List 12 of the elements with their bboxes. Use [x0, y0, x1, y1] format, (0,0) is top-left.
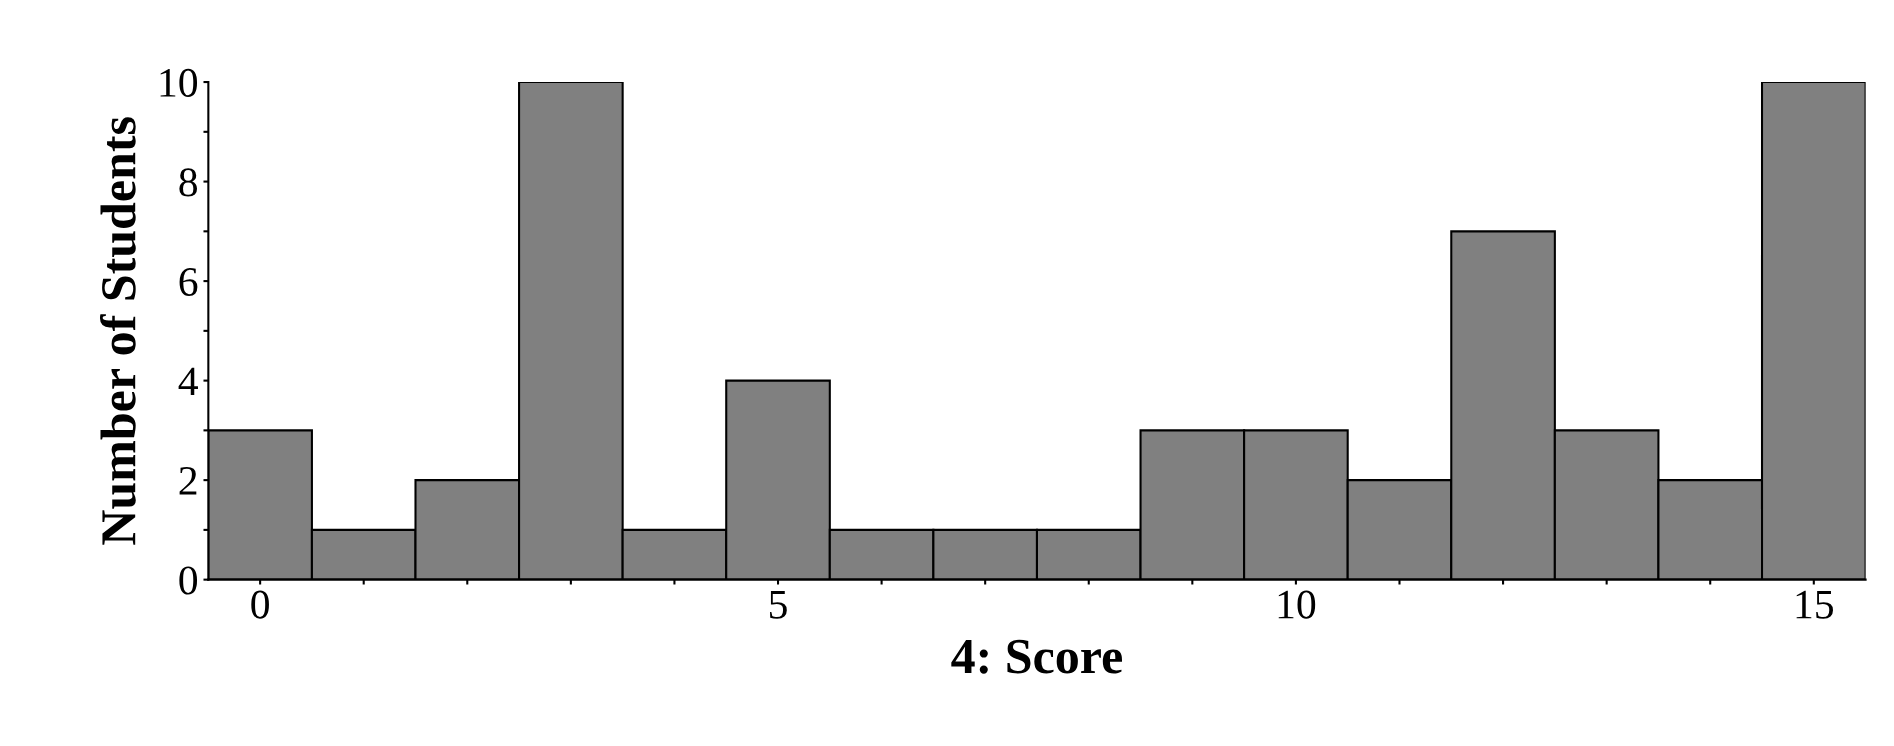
- y-tick-label: 6: [179, 267, 198, 296]
- y-tick-label: 2: [179, 466, 197, 495]
- y-tick-label: 0: [179, 566, 198, 595]
- x-tick-label: 0: [251, 590, 269, 619]
- y-tick-label: 10: [160, 68, 198, 97]
- y-axis-title: Number of Students: [99, 117, 136, 545]
- y-tick-label: 8: [179, 168, 198, 197]
- x-tick-label: 10: [1278, 590, 1316, 619]
- x-tick-label: 5: [770, 590, 787, 619]
- x-tick-label: 15: [1796, 590, 1834, 619]
- y-tick-label: 4: [178, 367, 198, 396]
- x-axis-title: 4: Score: [951, 639, 1122, 674]
